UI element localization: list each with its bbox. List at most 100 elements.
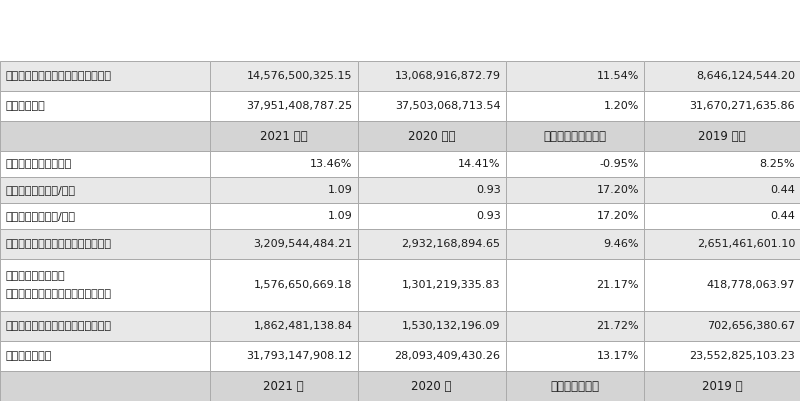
Bar: [644, 341, 800, 371]
Text: 8,646,124,544.20: 8,646,124,544.20: [696, 71, 795, 81]
Text: 2021 年末: 2021 年末: [260, 130, 307, 142]
Bar: [506, 311, 644, 341]
Bar: [0, 91, 210, 121]
Text: 13,068,916,872.79: 13,068,916,872.79: [394, 71, 501, 81]
Text: 2020 年: 2020 年: [411, 379, 452, 393]
Text: 0.93: 0.93: [476, 211, 501, 221]
Bar: [506, 203, 644, 229]
Text: 23,552,825,103.23: 23,552,825,103.23: [690, 351, 795, 361]
Bar: [644, 61, 800, 91]
Bar: [210, 151, 358, 177]
Text: 702,656,380.67: 702,656,380.67: [707, 321, 795, 331]
Bar: [0, 371, 210, 401]
Bar: [0, 203, 210, 229]
Bar: [358, 203, 506, 229]
Text: 1,576,650,669.18: 1,576,650,669.18: [254, 280, 353, 290]
Bar: [358, 371, 506, 401]
Bar: [358, 151, 506, 177]
Text: 17.20%: 17.20%: [597, 185, 639, 195]
Text: 21.17%: 21.17%: [597, 280, 639, 290]
Bar: [358, 203, 506, 229]
Bar: [0, 311, 210, 341]
Bar: [0, 311, 210, 341]
Text: 13.17%: 13.17%: [597, 351, 639, 361]
Bar: [0, 121, 210, 151]
Bar: [506, 61, 644, 91]
Bar: [644, 311, 800, 341]
Bar: [644, 177, 800, 203]
Text: 14,576,500,325.15: 14,576,500,325.15: [247, 71, 353, 81]
Bar: [644, 229, 800, 259]
Bar: [506, 259, 644, 311]
Bar: [644, 229, 800, 259]
Bar: [506, 61, 644, 91]
Text: 13.46%: 13.46%: [310, 159, 353, 169]
Bar: [210, 259, 358, 311]
Bar: [644, 259, 800, 311]
Bar: [210, 371, 358, 401]
Bar: [506, 229, 644, 259]
Bar: [644, 91, 800, 121]
Bar: [506, 371, 644, 401]
Bar: [210, 121, 358, 151]
Bar: [506, 91, 644, 121]
Text: 1,530,132,196.09: 1,530,132,196.09: [402, 321, 501, 331]
Bar: [210, 203, 358, 229]
Bar: [506, 341, 644, 371]
Bar: [644, 341, 800, 371]
Text: 2019 年末: 2019 年末: [698, 130, 746, 142]
Bar: [210, 341, 358, 371]
Bar: [358, 341, 506, 371]
Text: 1.09: 1.09: [328, 185, 353, 195]
Text: 1,301,219,335.83: 1,301,219,335.83: [402, 280, 501, 290]
Bar: [0, 229, 210, 259]
Bar: [644, 203, 800, 229]
Text: 2020 年末: 2020 年末: [408, 130, 455, 142]
Bar: [644, 177, 800, 203]
Text: 37,951,408,787.25: 37,951,408,787.25: [246, 101, 353, 111]
Bar: [506, 121, 644, 151]
Bar: [506, 177, 644, 203]
Bar: [210, 311, 358, 341]
Bar: [210, 311, 358, 341]
Bar: [358, 229, 506, 259]
Text: 总资产（元）: 总资产（元）: [5, 101, 45, 111]
Bar: [0, 341, 210, 371]
Bar: [0, 151, 210, 177]
Bar: [210, 61, 358, 91]
Bar: [358, 311, 506, 341]
Text: 0.44: 0.44: [770, 185, 795, 195]
Bar: [210, 229, 358, 259]
Bar: [644, 203, 800, 229]
Text: 9.46%: 9.46%: [603, 239, 639, 249]
Bar: [210, 177, 358, 203]
Text: 28,093,409,430.26: 28,093,409,430.26: [394, 351, 501, 361]
Bar: [0, 61, 210, 91]
Text: 2,932,168,894.65: 2,932,168,894.65: [402, 239, 501, 249]
Bar: [210, 61, 358, 91]
Text: 21.72%: 21.72%: [596, 321, 639, 331]
Text: 经营活动产生的现金流量净额（元）: 经营活动产生的现金流量净额（元）: [5, 239, 111, 249]
Bar: [210, 259, 358, 311]
Bar: [358, 91, 506, 121]
Text: 2,651,461,601.10: 2,651,461,601.10: [697, 239, 795, 249]
Bar: [0, 177, 210, 203]
Text: 1.20%: 1.20%: [604, 101, 639, 111]
Bar: [210, 341, 358, 371]
Bar: [506, 177, 644, 203]
Bar: [210, 371, 358, 401]
Text: 加权平均净资产收益率: 加权平均净资产收益率: [5, 159, 71, 169]
Text: 本年末比上年末增减: 本年末比上年末增减: [543, 130, 606, 142]
Bar: [644, 311, 800, 341]
Bar: [210, 229, 358, 259]
Bar: [0, 229, 210, 259]
Text: 营业收入（元）: 营业收入（元）: [5, 351, 51, 361]
Bar: [358, 311, 506, 341]
Bar: [0, 259, 210, 311]
Bar: [644, 61, 800, 91]
Text: 37,503,068,713.54: 37,503,068,713.54: [395, 101, 501, 111]
Text: 2019 年: 2019 年: [702, 379, 742, 393]
Bar: [0, 61, 210, 91]
Text: 0.44: 0.44: [770, 211, 795, 221]
Bar: [358, 61, 506, 91]
